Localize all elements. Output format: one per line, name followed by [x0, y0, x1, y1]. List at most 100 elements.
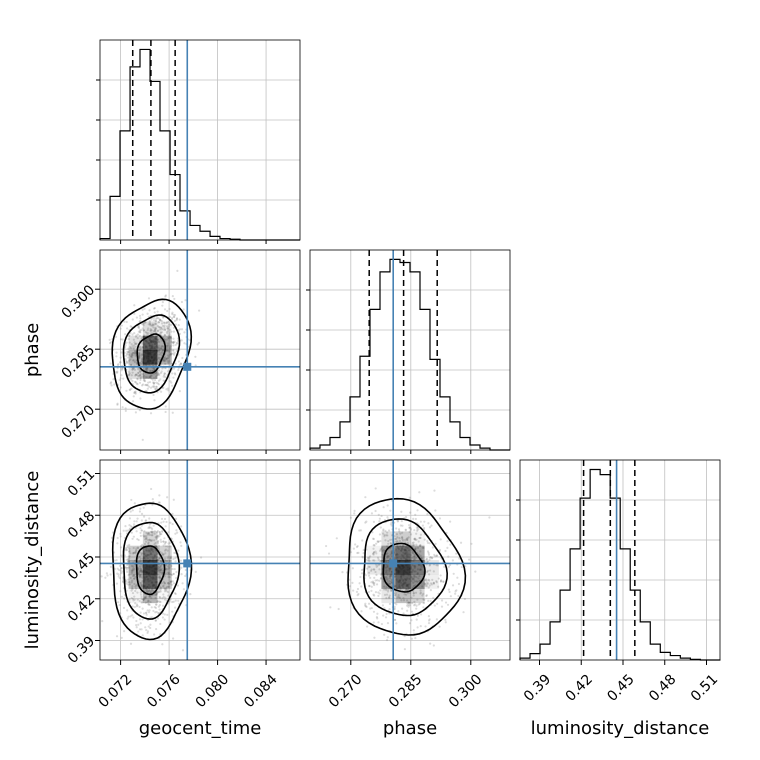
sample-point [128, 527, 132, 530]
sample-point [172, 344, 175, 347]
sample-point [375, 583, 379, 586]
sample-point [410, 610, 414, 613]
sample-point [123, 629, 126, 633]
sample-point [137, 630, 140, 633]
sample-point [125, 580, 128, 583]
sample-point [145, 537, 148, 540]
sample-point [150, 589, 153, 592]
sample-point [394, 618, 397, 622]
sample-point [120, 351, 123, 354]
sample-point [132, 338, 135, 341]
sample-point [374, 591, 378, 594]
sample-point [168, 333, 171, 336]
sample-point [168, 334, 171, 337]
sample-point [158, 531, 161, 534]
sample-point [128, 353, 131, 356]
sample-point [157, 372, 160, 375]
sample-point [124, 344, 127, 347]
sample-point [146, 384, 149, 387]
sample-point [169, 555, 173, 558]
sample-point [355, 590, 359, 593]
sample-point [119, 590, 122, 593]
sample-point [141, 569, 144, 573]
sample-point [163, 360, 166, 363]
sample-point [164, 540, 167, 544]
sample-point [134, 587, 138, 590]
sample-point [169, 573, 172, 576]
sample-point [160, 582, 163, 585]
sample-point [395, 540, 398, 543]
sample-point [120, 572, 123, 575]
sample-point [167, 356, 170, 359]
sample-point [128, 388, 131, 392]
sample-point [163, 587, 166, 590]
sample-point [154, 596, 157, 600]
sample-point [373, 636, 376, 639]
sample-point [172, 376, 175, 379]
sample-point [416, 509, 419, 512]
sample-point [161, 612, 165, 615]
sample-point [168, 336, 171, 339]
sample-point [411, 544, 414, 547]
sample-point [126, 353, 129, 356]
sample-point [172, 349, 175, 352]
x-tick-label-geocent_time: 0.084 [241, 671, 281, 711]
sample-point [162, 375, 165, 378]
sample-point [372, 537, 375, 541]
sample-point [145, 540, 148, 543]
sample-point [155, 385, 158, 388]
sample-point [124, 333, 127, 336]
sample-point [435, 618, 438, 621]
histogram-panel-phase [306, 249, 511, 451]
sample-point [143, 530, 146, 533]
sample-point [382, 506, 385, 509]
sample-point [121, 570, 124, 573]
sample-point [140, 375, 143, 378]
sample-point [418, 491, 421, 494]
sample-point [128, 334, 131, 338]
sample-point [109, 565, 112, 568]
sample-point [160, 390, 163, 393]
sample-point [380, 622, 384, 626]
sample-point [153, 330, 156, 333]
sample-point [154, 541, 157, 545]
sample-point [412, 594, 415, 597]
sample-point [425, 594, 428, 598]
sample-point [146, 387, 149, 390]
sample-point [126, 570, 129, 573]
sample-point [133, 342, 137, 346]
sample-point [119, 532, 122, 535]
sample-point [110, 536, 114, 539]
sample-point [397, 596, 400, 599]
sample-point [132, 577, 136, 580]
sample-point [132, 347, 135, 350]
y-tick-label-luminosity_distance: 0.42 [65, 592, 98, 625]
histogram-panel-luminosity_distance [516, 459, 721, 661]
sample-point [157, 321, 160, 324]
sample-point [125, 354, 128, 357]
sample-point [126, 529, 130, 532]
sample-point [110, 381, 113, 384]
sample-point [180, 363, 183, 366]
sample-point [159, 596, 162, 599]
sample-point [127, 374, 131, 377]
sample-point [141, 362, 144, 365]
sample-point [154, 327, 158, 330]
sample-point [144, 612, 147, 615]
sample-point [417, 553, 420, 556]
sample-point [413, 604, 416, 607]
sample-point [160, 320, 163, 323]
sample-point [142, 378, 145, 382]
sample-point [134, 551, 137, 554]
sample-point [423, 538, 426, 541]
sample-point [429, 599, 432, 603]
sample-point [149, 324, 152, 327]
sample-point [432, 581, 435, 585]
sample-point [115, 559, 118, 562]
sample-point [168, 575, 171, 579]
sample-point [159, 538, 162, 541]
sample-point [169, 336, 172, 339]
sample-point [144, 331, 147, 334]
sample-point [157, 346, 161, 349]
sample-point [117, 568, 121, 571]
